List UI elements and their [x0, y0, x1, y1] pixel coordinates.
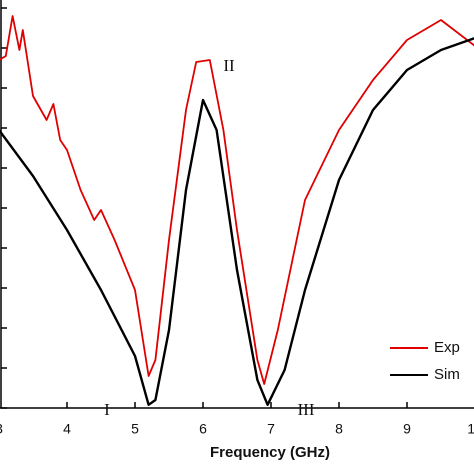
- data-line: [0, 37, 474, 406]
- annotation: III: [298, 400, 315, 419]
- x-tick-label: 9: [403, 421, 411, 437]
- x-tick-label: 8: [335, 421, 343, 437]
- x-tick-label: 3: [0, 421, 3, 437]
- legend-label: Sim: [434, 366, 460, 383]
- x-axis-label: Frequency (GHz): [210, 444, 330, 461]
- x-tick-label: 10: [467, 421, 474, 437]
- annotation: II: [223, 56, 235, 75]
- legend-label: Exp: [434, 339, 460, 356]
- x-tick-label: 5: [131, 421, 139, 437]
- x-tick-label: 4: [63, 421, 71, 437]
- x-tick-label: 7: [267, 421, 275, 437]
- annotation: I: [104, 400, 110, 419]
- data-line: [0, 15, 474, 385]
- x-tick-label: 6: [199, 421, 207, 437]
